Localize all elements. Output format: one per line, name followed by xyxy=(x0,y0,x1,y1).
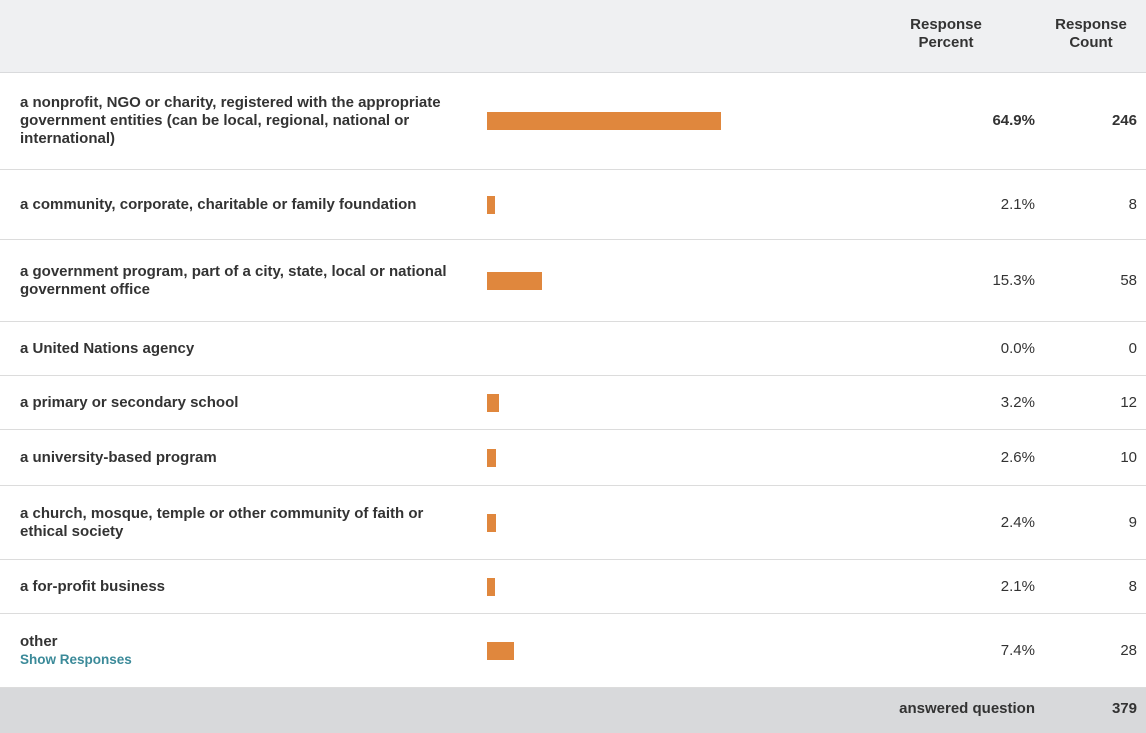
row-label: a church, mosque, temple or other commun… xyxy=(20,505,460,541)
bar xyxy=(487,449,497,467)
row-label: a United Nations agency xyxy=(20,340,460,358)
row xyxy=(0,170,1146,240)
row xyxy=(0,376,1146,430)
response-count: 0 xyxy=(1128,340,1137,357)
bar xyxy=(487,578,495,596)
response-count: 10 xyxy=(1120,449,1137,466)
response-count: 58 xyxy=(1120,272,1137,289)
response-count: 246 xyxy=(1111,112,1137,129)
response-count: 28 xyxy=(1120,642,1137,659)
row-label: a primary or secondary school xyxy=(20,394,460,412)
bar xyxy=(487,394,499,412)
response-count: 9 xyxy=(1128,514,1137,531)
row xyxy=(0,430,1146,486)
bar xyxy=(487,112,721,130)
footer-count: 379 xyxy=(1111,700,1137,717)
row xyxy=(0,486,1146,560)
row xyxy=(0,614,1146,688)
bar xyxy=(487,272,543,290)
response-count: 12 xyxy=(1120,394,1137,411)
row-label: a university-based program xyxy=(20,449,460,467)
response-percent: 15.3% xyxy=(992,272,1035,289)
footer-label: answered question xyxy=(899,700,1035,717)
row-label: other Show Responses xyxy=(20,633,460,669)
label-text: a for-profit business xyxy=(20,578,166,595)
label-text: a university-based program xyxy=(20,449,217,466)
footer-bar xyxy=(0,688,1146,733)
row-label: a community, corporate, charitable or fa… xyxy=(20,196,460,214)
show-responses-link[interactable]: Show Responses xyxy=(20,652,132,667)
response-percent: 0.0% xyxy=(1000,340,1035,357)
response-percent: 2.1% xyxy=(1000,578,1035,595)
response-count: 8 xyxy=(1128,196,1137,213)
header-bar xyxy=(0,0,1146,73)
header-count: Response Count xyxy=(1055,16,1127,51)
label-text: a nonprofit, NGO or charity, registered … xyxy=(20,94,441,147)
response-percent: 2.6% xyxy=(1000,449,1035,466)
bar xyxy=(487,514,496,532)
bar xyxy=(487,196,495,214)
label-text: a United Nations agency xyxy=(20,340,195,357)
response-percent: 64.9% xyxy=(992,112,1035,129)
row xyxy=(0,72,1146,170)
label-text: a community, corporate, charitable or fa… xyxy=(20,196,417,213)
row-label: a government program, part of a city, st… xyxy=(20,263,460,299)
row xyxy=(0,322,1146,376)
response-count: 8 xyxy=(1128,578,1137,595)
response-percent: 2.1% xyxy=(1000,196,1035,213)
response-percent: 7.4% xyxy=(1000,642,1035,659)
label-text: a government program, part of a city, st… xyxy=(20,263,447,298)
row xyxy=(0,240,1146,322)
label-text: a church, mosque, temple or other commun… xyxy=(20,505,424,540)
response-percent: 2.4% xyxy=(1000,514,1035,531)
row-label: a for-profit business xyxy=(20,578,460,596)
row-label: a nonprofit, NGO or charity, registered … xyxy=(20,94,460,148)
row xyxy=(0,560,1146,614)
header-percent: Response Percent xyxy=(910,16,982,51)
label-text: a primary or secondary school xyxy=(20,394,239,411)
bar xyxy=(487,642,514,660)
label-text: other xyxy=(20,633,58,650)
response-percent: 3.2% xyxy=(1000,394,1035,411)
